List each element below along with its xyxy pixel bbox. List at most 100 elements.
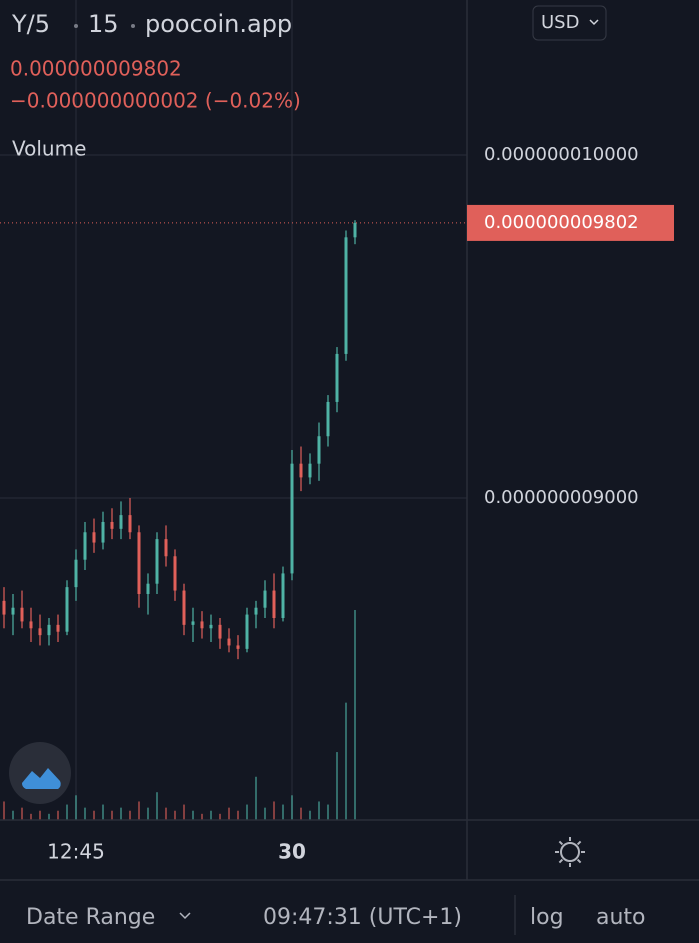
volume-bar	[237, 810, 239, 820]
candle-body	[164, 539, 168, 557]
volume-bar	[291, 795, 293, 820]
volume-bar	[174, 810, 176, 820]
candle-body	[236, 645, 240, 649]
candle-body	[2, 600, 6, 615]
volume-bar	[156, 792, 158, 820]
gear	[560, 842, 580, 862]
x-tick-label: 12:45	[47, 840, 105, 864]
volume-label: Volume	[12, 137, 86, 161]
candle-body	[29, 621, 33, 629]
volume-bar	[66, 804, 68, 820]
volume-bar	[111, 810, 113, 820]
candle-body	[317, 436, 321, 464]
volume-bar	[12, 810, 14, 820]
volume-bar	[183, 804, 185, 820]
currency-button[interactable]	[532, 5, 607, 41]
candle-body	[326, 401, 330, 437]
symbol: Y/5	[11, 10, 50, 38]
volume-bar	[48, 813, 50, 820]
volume-bar	[3, 801, 5, 820]
candle-body	[218, 624, 222, 639]
volume-bar	[21, 807, 23, 820]
candle-body	[353, 222, 357, 238]
volume-bar	[255, 776, 257, 820]
volume-bar	[282, 804, 284, 820]
volume-bar	[30, 813, 32, 820]
candle-body	[20, 607, 24, 622]
volume-bar	[210, 810, 212, 820]
candle-body	[209, 624, 213, 629]
volume-bar	[147, 807, 149, 820]
log-toggle[interactable]: log	[530, 905, 564, 930]
price-change: −0.000000000002 (−0.02%)	[10, 89, 301, 113]
volume-bar	[165, 807, 167, 820]
candle-body	[290, 463, 294, 574]
candle-body	[254, 607, 258, 615]
volume-bar	[327, 804, 329, 820]
candle-body	[119, 515, 123, 529]
candle-body	[56, 624, 60, 632]
candle-body	[245, 614, 249, 649]
candle-body	[182, 590, 186, 625]
volume-bar	[354, 610, 356, 820]
candle-body	[299, 463, 303, 478]
volume-bar	[336, 752, 338, 820]
dot	[131, 24, 135, 28]
volume-bar	[345, 702, 347, 820]
volume-bar	[309, 810, 311, 820]
auto-toggle[interactable]: auto	[596, 905, 646, 930]
y-tick-label: 0.000000009000	[484, 487, 639, 508]
last-price-axis-label: 0.000000009802	[484, 212, 639, 233]
candle-body	[200, 621, 204, 629]
volume-bar	[75, 795, 77, 820]
volume-bar	[120, 807, 122, 820]
volume-bar	[201, 813, 203, 820]
candle-body	[335, 353, 339, 402]
volume-bar	[318, 801, 320, 820]
candle-body	[227, 638, 231, 646]
candle-body	[272, 590, 276, 619]
candle-body	[11, 607, 15, 615]
candle-body	[83, 532, 87, 560]
volume-bar	[39, 810, 41, 820]
volume-bar	[192, 810, 194, 820]
clock: 09:47:31 (UTC+1)	[263, 905, 462, 930]
volume-bar	[228, 807, 230, 820]
volume-bar	[264, 807, 266, 820]
volume-bar	[138, 801, 140, 820]
date-range[interactable]: Date Range	[26, 905, 155, 930]
volume-bar	[246, 804, 248, 820]
candle-body	[344, 237, 348, 354]
plot-area	[0, 0, 467, 820]
candle-body	[92, 532, 96, 543]
candle-body	[65, 587, 69, 632]
candle-body	[110, 521, 114, 529]
candle-body	[308, 463, 312, 478]
dropdown-icon	[179, 912, 191, 920]
candle-body	[281, 573, 285, 619]
candle-body	[191, 621, 195, 625]
dot	[74, 24, 78, 28]
volume-bar	[129, 810, 131, 820]
logo-icon	[21, 768, 61, 789]
source: poocoin.app	[145, 10, 292, 38]
logo[interactable]	[9, 742, 71, 804]
settings-icon[interactable]	[555, 837, 585, 867]
volume-bar	[300, 807, 302, 820]
volume-bar	[84, 807, 86, 820]
gear-teeth	[555, 837, 585, 867]
volume-bar	[273, 801, 275, 820]
candle-body	[38, 628, 42, 636]
candle-body	[155, 539, 159, 584]
candle-body	[128, 515, 132, 533]
volume-bar	[57, 810, 59, 820]
candle-body	[101, 521, 105, 543]
currency[interactable]: USD	[541, 12, 579, 33]
last-price: 0.000000009802	[10, 57, 182, 81]
candle-body	[146, 583, 150, 594]
candle-body	[173, 556, 177, 591]
dropdown-icon	[589, 19, 599, 26]
y-tick-label: 0.000000010000	[484, 144, 639, 165]
interval: 15	[88, 10, 119, 38]
